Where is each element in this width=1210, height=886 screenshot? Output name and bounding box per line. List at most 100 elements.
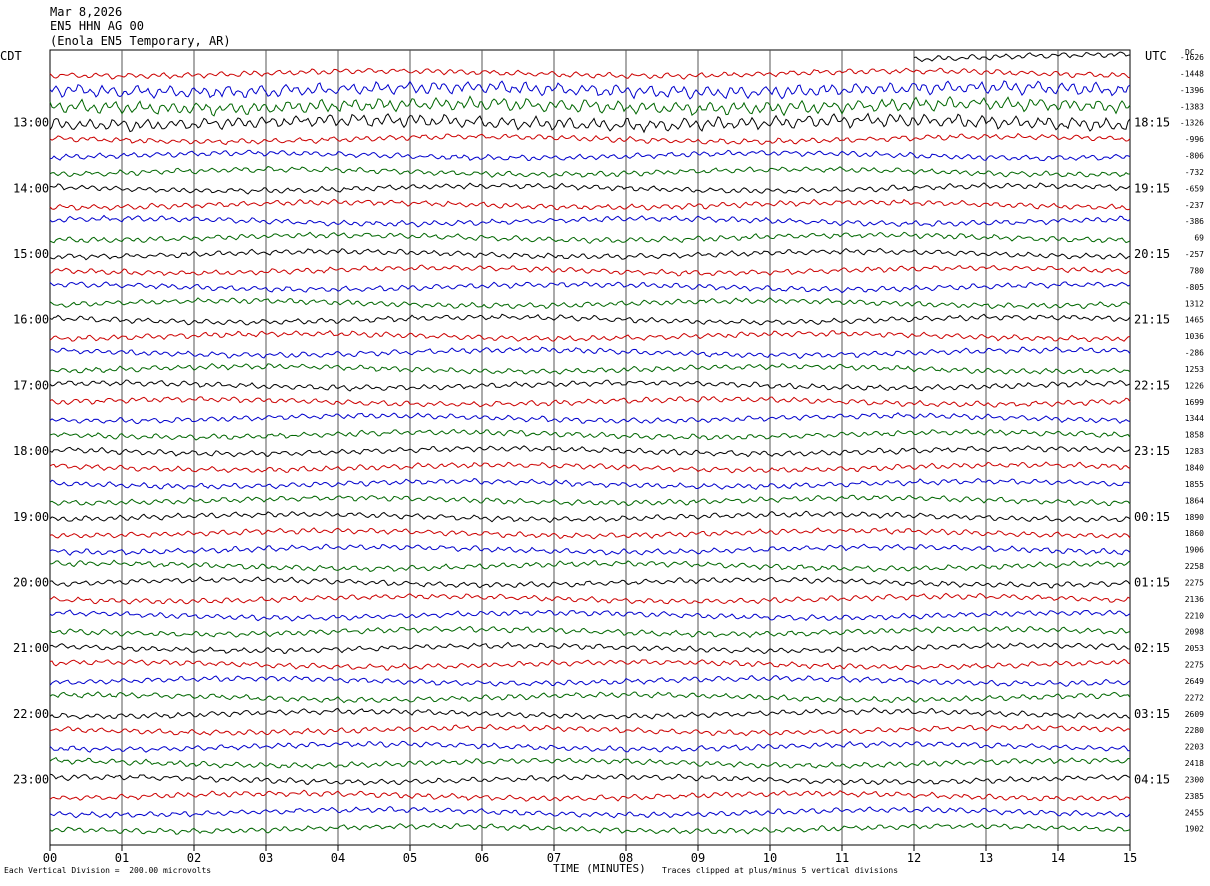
dc-offset-label: -237 <box>1185 201 1204 210</box>
seismic-trace <box>49 691 1131 704</box>
seismic-trace <box>49 478 1131 491</box>
x-tick-label: 15 <box>1123 851 1137 865</box>
left-timezone-label: CDT <box>0 49 22 63</box>
dc-offset-label: -1383 <box>1180 102 1204 111</box>
dc-offset-label: 1253 <box>1185 365 1204 374</box>
seismic-trace <box>49 658 1131 671</box>
dc-offset-label: 1226 <box>1185 381 1204 390</box>
x-axis-title: TIME (MINUTES) <box>553 862 646 875</box>
seismic-trace <box>49 198 1131 211</box>
header-station: EN5 HHN AG 00 <box>50 19 144 33</box>
right-hour-label: 18:15 <box>1134 116 1170 130</box>
dc-offset-label: -659 <box>1185 184 1204 193</box>
dc-offset-label: 1906 <box>1185 546 1204 555</box>
x-tick-label: 13 <box>979 851 993 865</box>
dc-offset-label: 1902 <box>1185 825 1204 834</box>
dc-offset-label: 1890 <box>1185 513 1204 522</box>
dc-column-label: DC <box>1185 48 1195 57</box>
dc-offset-label: 2300 <box>1185 775 1204 784</box>
dc-offset-label: 1283 <box>1185 447 1204 456</box>
x-tick-label: 03 <box>259 851 273 865</box>
seismic-trace <box>49 297 1131 310</box>
seismic-trace <box>49 806 1131 819</box>
seismic-trace <box>49 67 1131 80</box>
seismic-trace <box>49 281 1131 294</box>
left-hour-label: 21:00 <box>13 641 49 655</box>
seismic-trace <box>49 592 1131 605</box>
seismic-trace <box>49 625 1131 639</box>
left-hour-label: 15:00 <box>13 247 49 261</box>
dc-offset-label: 1036 <box>1185 332 1204 341</box>
seismic-trace <box>49 112 1131 134</box>
seismic-trace <box>49 214 1131 228</box>
right-hour-label: 04:15 <box>1134 772 1170 786</box>
x-tick-label: 05 <box>403 851 417 865</box>
x-tick-label: 10 <box>763 851 777 865</box>
right-hour-label: 19:15 <box>1134 181 1170 195</box>
dc-offset-label: 2609 <box>1185 710 1204 719</box>
dc-offset-label: 2385 <box>1185 792 1204 801</box>
seismic-trace <box>49 132 1131 146</box>
x-tick-label: 02 <box>187 851 201 865</box>
dc-offset-label: -732 <box>1185 168 1204 177</box>
seismic-trace <box>49 428 1131 441</box>
dc-offset-label: -286 <box>1185 349 1204 358</box>
seismic-trace <box>49 740 1131 753</box>
dc-offset-label: 2098 <box>1185 628 1204 637</box>
dc-offset-label: 1864 <box>1185 496 1204 505</box>
dc-offset-label: 2275 <box>1185 578 1204 587</box>
dc-offset-label: -805 <box>1185 283 1204 292</box>
right-hour-label: 03:15 <box>1134 707 1170 721</box>
dc-offset-label: 1860 <box>1185 529 1204 538</box>
left-hour-label: 16:00 <box>13 313 49 327</box>
dc-offset-label: -1396 <box>1180 86 1204 95</box>
plot-frame <box>49 49 1131 846</box>
seismic-trace <box>49 527 1131 540</box>
dc-offset-label: 1840 <box>1185 464 1204 473</box>
right-hour-label: 22:15 <box>1134 378 1170 392</box>
seismic-trace <box>49 756 1131 770</box>
seismic-trace <box>49 494 1131 507</box>
seismic-trace <box>49 675 1131 687</box>
dc-offset-label: -386 <box>1185 217 1204 226</box>
left-hour-label: 13:00 <box>13 116 49 130</box>
seismic-trace <box>49 346 1131 359</box>
seismic-trace <box>49 543 1131 556</box>
dc-offset-label: -996 <box>1185 135 1204 144</box>
x-tick-label: 14 <box>1051 851 1065 865</box>
right-hour-label: 20:15 <box>1134 247 1170 261</box>
left-hour-label: 22:00 <box>13 707 49 721</box>
dc-offset-label: 1344 <box>1185 414 1204 423</box>
dc-offset-label: 1699 <box>1185 398 1204 407</box>
dc-offset-label: 2455 <box>1185 808 1204 817</box>
seismic-trace <box>49 822 1131 835</box>
seismic-trace <box>49 396 1131 408</box>
dc-offset-label: 2272 <box>1185 693 1204 702</box>
seismic-trace <box>49 329 1131 343</box>
seismic-trace <box>49 182 1131 195</box>
right-hour-label: 21:15 <box>1134 313 1170 327</box>
dc-offset-label: 2203 <box>1185 743 1204 752</box>
dc-offset-label: 2136 <box>1185 595 1204 604</box>
dc-offset-label: 2053 <box>1185 644 1204 653</box>
x-tick-label: 07 <box>547 851 561 865</box>
x-tick-label: 00 <box>43 851 57 865</box>
seismic-trace <box>49 461 1131 474</box>
dc-offset-label: 1855 <box>1185 480 1204 489</box>
right-hour-label: 02:15 <box>1134 641 1170 655</box>
x-tick-label: 08 <box>619 851 633 865</box>
seismic-trace <box>49 510 1131 524</box>
seismic-trace <box>49 362 1131 375</box>
seismic-trace <box>49 264 1131 277</box>
seismic-trace <box>49 80 1131 100</box>
seismic-trace <box>49 609 1131 622</box>
seismic-trace <box>49 231 1131 244</box>
dc-offset-label: 780 <box>1190 266 1205 275</box>
dc-offset-label: 2258 <box>1185 562 1204 571</box>
dc-offset-label: -1626 <box>1180 53 1204 62</box>
left-hour-label: 17:00 <box>13 378 49 392</box>
left-hour-label: 20:00 <box>13 575 49 589</box>
left-hour-label: 19:00 <box>13 510 49 524</box>
right-timezone-label: UTC <box>1145 49 1167 63</box>
